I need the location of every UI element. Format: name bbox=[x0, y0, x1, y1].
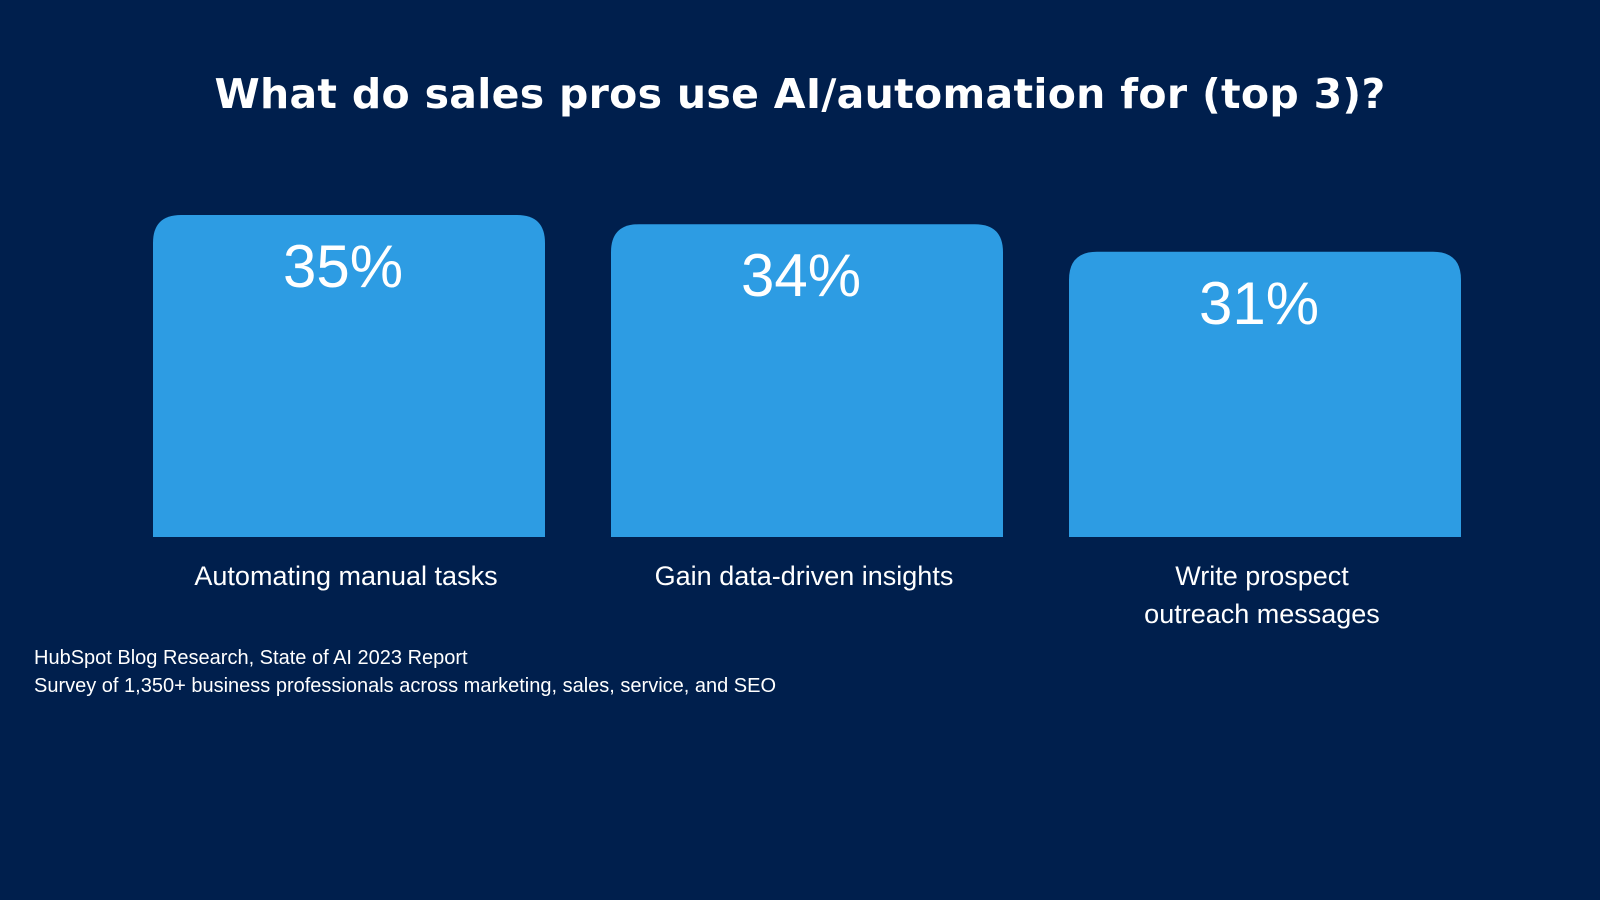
bar-1 bbox=[153, 215, 545, 537]
source-note: HubSpot Blog Research, State of AI 2023 … bbox=[34, 644, 776, 700]
category-label-1: Automating manual tasks bbox=[150, 557, 542, 595]
category-label-line: Gain data-driven insights bbox=[654, 561, 954, 591]
category-label-line: Write prospect bbox=[1175, 561, 1349, 591]
bar-2 bbox=[611, 224, 1003, 537]
source-line-2: Survey of 1,350+ business professionals … bbox=[34, 675, 777, 697]
value-label-3: 31% bbox=[1199, 270, 1319, 337]
value-label-2: 34% bbox=[741, 242, 861, 309]
category-label-3: Write prospect outreach messages bbox=[1066, 557, 1458, 633]
category-label-2: Gain data-driven insights bbox=[608, 557, 1000, 595]
category-label-line: outreach messages bbox=[1144, 599, 1380, 629]
source-line-1: HubSpot Blog Research, State of AI 2023 … bbox=[34, 647, 468, 669]
chart-title: What do sales pros use AI/automation for… bbox=[214, 70, 1386, 118]
bar-3 bbox=[1069, 251, 1461, 538]
value-label-1: 35% bbox=[283, 233, 403, 300]
category-label-line: Automating manual tasks bbox=[194, 561, 498, 591]
